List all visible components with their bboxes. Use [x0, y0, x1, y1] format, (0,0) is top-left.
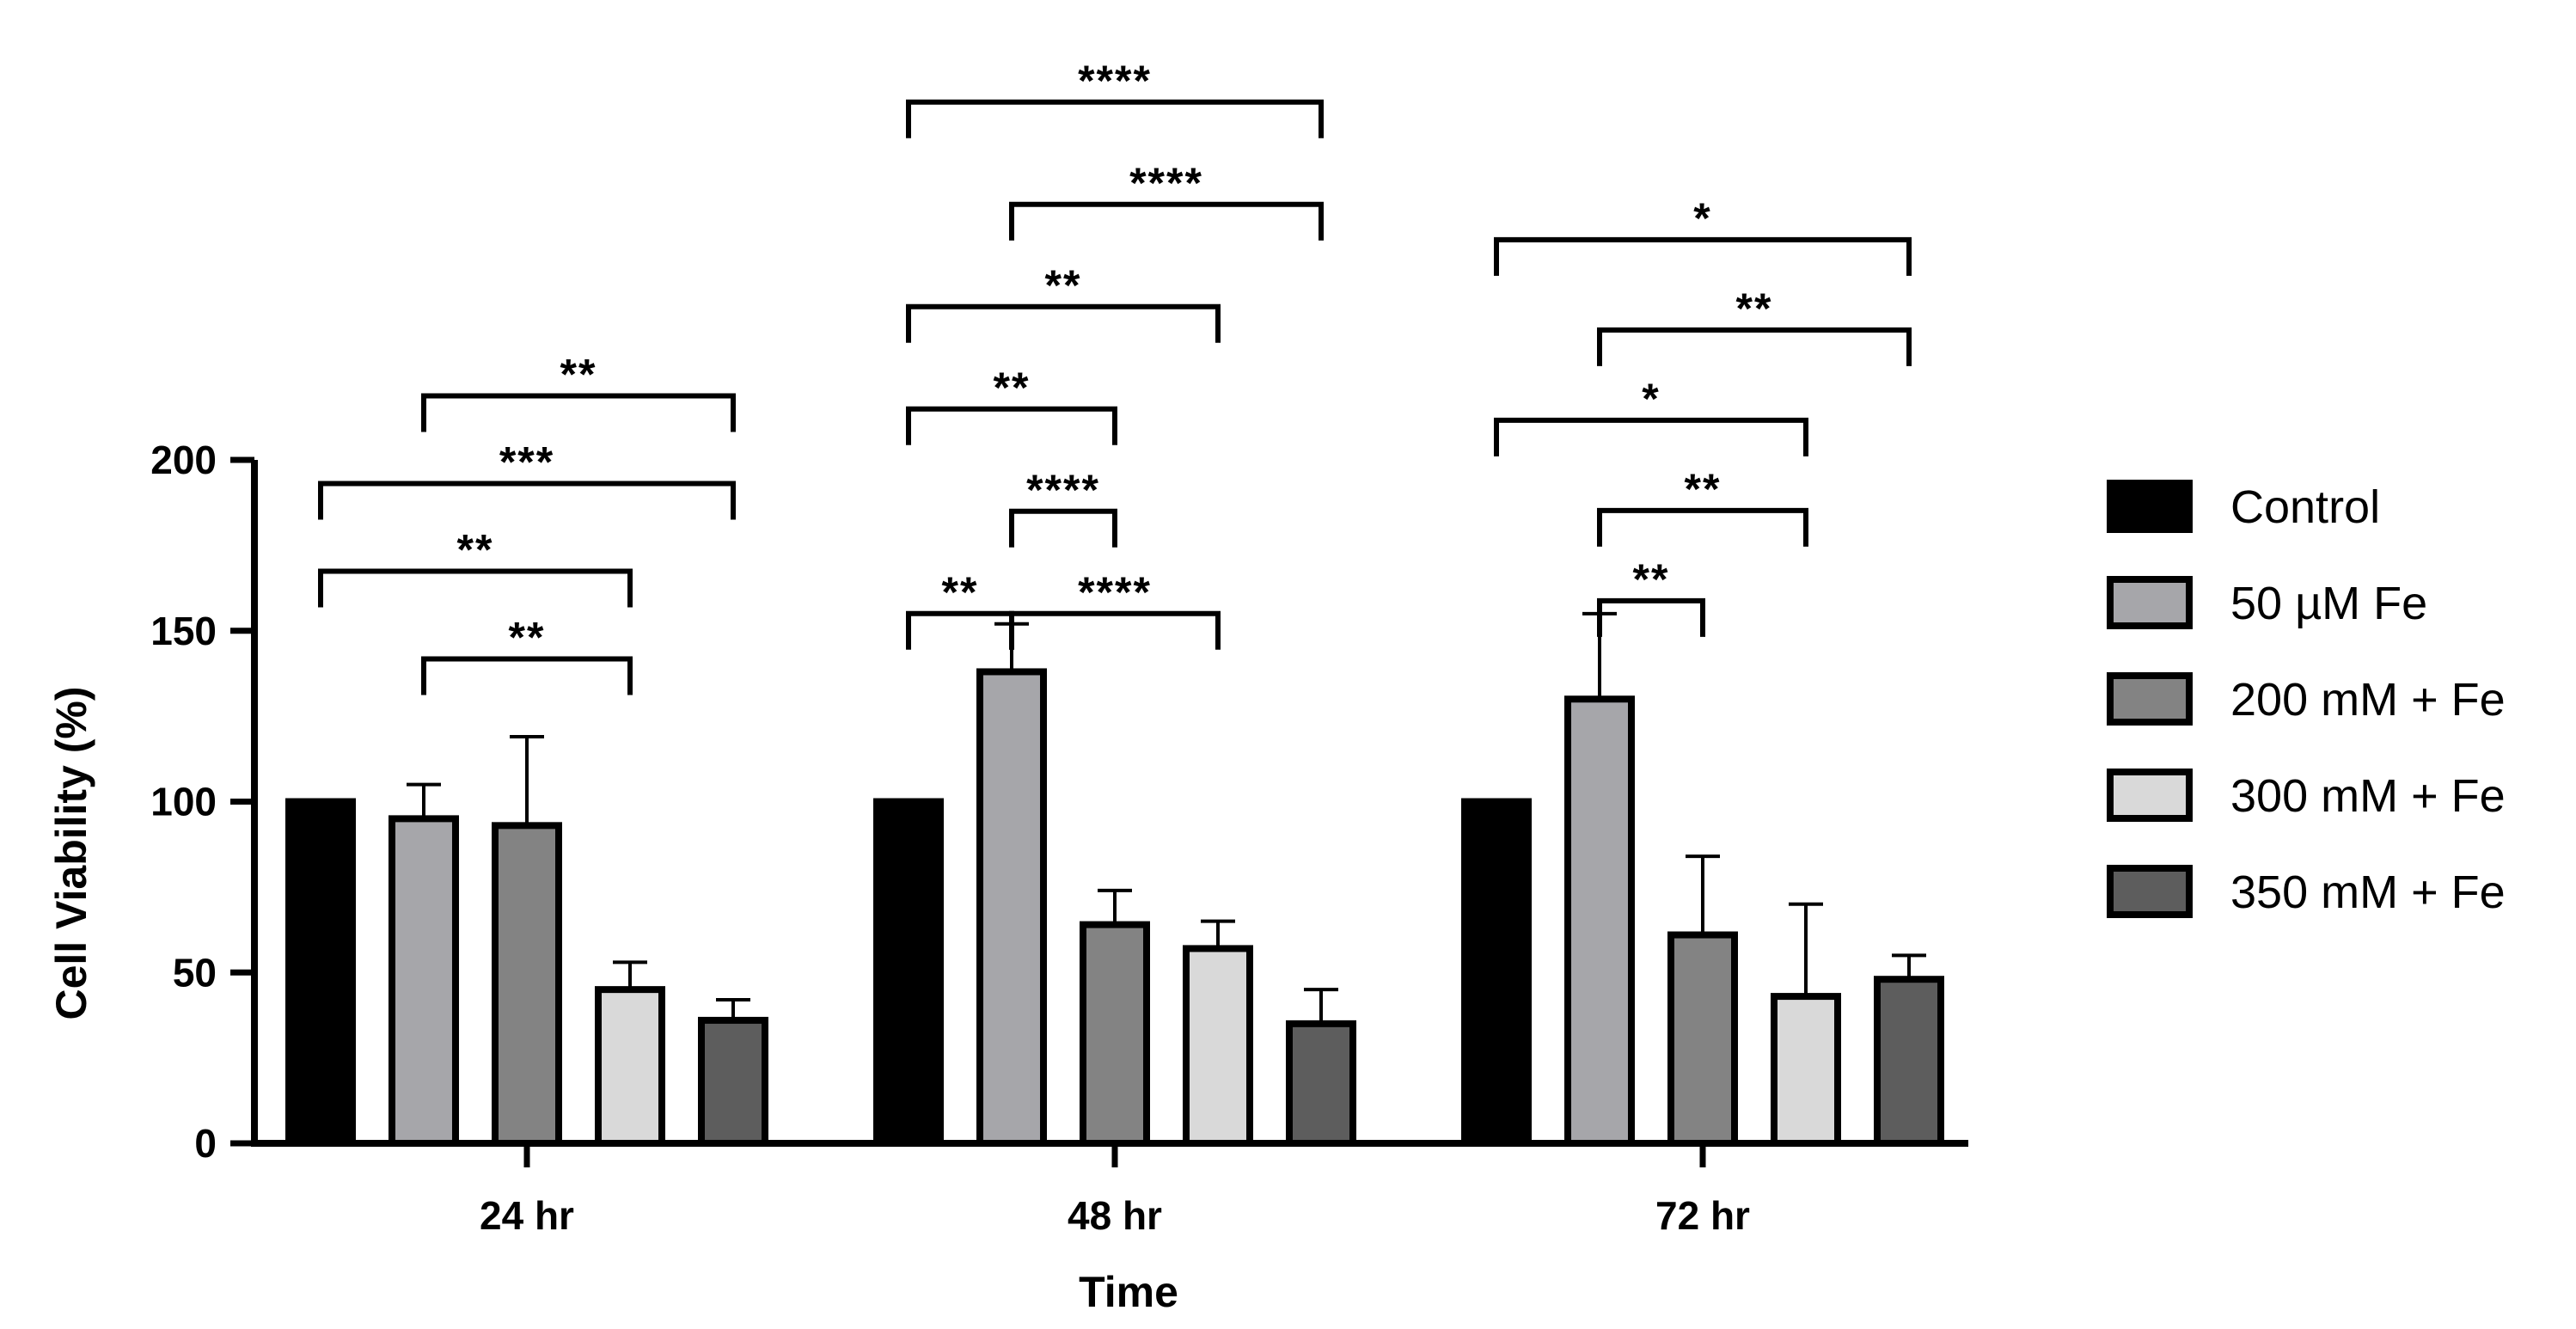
significance-bracket	[1494, 417, 1808, 456]
significance-bracket	[906, 610, 1014, 650]
bar	[595, 986, 665, 1147]
legend-label: Control	[2230, 481, 2380, 533]
significance-bracket	[1597, 327, 1912, 366]
significance-label: ***	[499, 438, 554, 486]
significance-bracket	[421, 656, 633, 695]
significance-label: **	[1685, 465, 1722, 513]
legend-swatch	[2107, 576, 2193, 629]
bar	[1667, 931, 1738, 1148]
legend-label: 200 mM + Fe	[2230, 674, 2506, 726]
significance-label: *	[1693, 194, 1711, 242]
legend-swatch	[2107, 769, 2193, 822]
significance-bracket	[1494, 236, 1912, 276]
bars-layer	[285, 668, 1944, 1148]
legend-label: 50 µM Fe	[2230, 578, 2427, 629]
significance-label: **	[1045, 261, 1082, 309]
significance-bracket	[906, 99, 1324, 138]
significance-label: **	[509, 613, 546, 661]
significance-label: ****	[1078, 57, 1152, 105]
legend-label: 300 mM + Fe	[2230, 770, 2506, 822]
significance-label: **	[994, 364, 1031, 412]
significance-label: **	[1633, 555, 1670, 603]
bar	[1183, 945, 1253, 1148]
bar	[1564, 695, 1635, 1147]
y-axis-title: Cell Viability (%)	[47, 686, 95, 1020]
bar	[492, 822, 562, 1147]
y-tick-label: 50	[173, 950, 217, 995]
x-tick-label: 72 hr	[1655, 1193, 1750, 1238]
x-tick-label: 24 hr	[480, 1193, 574, 1238]
significance-label: **	[560, 350, 597, 398]
significance-bracket	[318, 481, 736, 520]
bar	[285, 798, 356, 1147]
legend-swatch	[2107, 480, 2193, 533]
y-tick-label: 100	[150, 780, 217, 824]
legend-swatch	[2107, 865, 2193, 918]
ticks-layer: 0 50 100 150 200 24 hr 48 hr 72 hr	[150, 438, 1750, 1238]
significance-label: ****	[1078, 568, 1152, 616]
significance-bracket	[906, 406, 1117, 445]
significance-bracket	[906, 303, 1221, 343]
significance-label: **	[457, 525, 494, 573]
error-bars-layer	[407, 611, 1926, 1024]
bar	[1080, 921, 1150, 1147]
significance-label: *	[1642, 375, 1660, 423]
significance-label: ****	[1129, 159, 1203, 207]
y-tick-label: 0	[194, 1121, 217, 1166]
legend-swatch	[2107, 672, 2193, 726]
bar	[698, 1016, 768, 1148]
significance-bracket	[1009, 508, 1117, 548]
bar	[1771, 993, 1841, 1147]
significance-bracket	[318, 568, 633, 608]
bar	[1461, 798, 1532, 1147]
bar	[389, 815, 459, 1147]
significance-bracket	[421, 393, 736, 432]
significance-layer: *********** ****************************	[318, 57, 1912, 695]
legend: Control 50 µM Fe 200 mM + Fe 300 mM + Fe 350…	[2107, 480, 2506, 918]
significance-bracket	[1009, 610, 1221, 650]
legend-label: 350 mM + Fe	[2230, 867, 2506, 918]
bar	[873, 798, 944, 1147]
significance-bracket	[1597, 597, 1705, 637]
x-axis-title: Time	[1079, 1268, 1178, 1316]
bar	[1286, 1020, 1356, 1147]
x-tick-label: 48 hr	[1068, 1193, 1162, 1238]
significance-label: ****	[1026, 466, 1100, 514]
bar	[976, 668, 1047, 1147]
significance-bracket	[1009, 201, 1324, 241]
y-tick-label: 200	[150, 438, 217, 482]
significance-label: **	[942, 568, 979, 616]
bar	[1874, 976, 1944, 1147]
significance-bracket	[1597, 507, 1808, 547]
significance-label: **	[1736, 285, 1773, 333]
y-tick-label: 150	[150, 609, 217, 653]
